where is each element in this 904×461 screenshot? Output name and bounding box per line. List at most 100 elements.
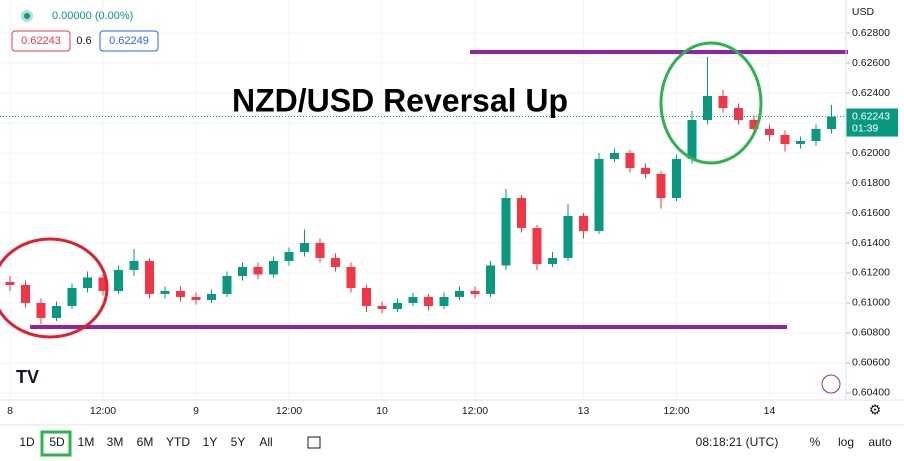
candle-body <box>517 197 526 228</box>
x-tick-label: 12:00 <box>462 405 488 417</box>
candle-body <box>222 275 232 294</box>
highlight-circle <box>0 237 109 339</box>
candle-body <box>532 227 542 264</box>
candle-body <box>331 257 340 267</box>
price-tag-label: 0.62243 <box>852 110 890 122</box>
range-button[interactable]: All <box>259 435 272 449</box>
bid[interactable]: 0.62243 <box>21 35 61 47</box>
log-toggle[interactable]: log <box>838 435 854 449</box>
range-button[interactable]: YTD <box>166 435 190 449</box>
percent-toggle[interactable]: % <box>810 435 821 449</box>
candle-body <box>594 158 604 231</box>
range-button[interactable]: 5Y <box>231 435 246 449</box>
candle-body <box>362 287 371 306</box>
candle-body <box>827 116 836 129</box>
candle-body <box>656 173 666 198</box>
clock: 08:18:21 (UTC) <box>696 435 779 449</box>
countdown: 01:39 <box>852 122 878 134</box>
candle-body <box>424 296 433 306</box>
candle-body <box>21 284 30 303</box>
range-button[interactable]: 5D <box>49 435 65 449</box>
settings-icon[interactable]: ⚙ <box>869 402 882 418</box>
candle-body <box>346 266 356 288</box>
candle-body <box>176 290 185 297</box>
candle-body <box>579 215 588 231</box>
compare-icon[interactable] <box>307 436 321 449</box>
candle-body <box>160 290 170 294</box>
x-tick-label: 9 <box>193 405 199 417</box>
candle-body <box>641 167 650 174</box>
y-tick-label: 0.60600 <box>852 357 890 369</box>
y-tick-label: 0.61800 <box>852 177 890 189</box>
alert-icon[interactable] <box>821 374 841 394</box>
candle-body <box>408 296 418 303</box>
y-tick-label: 0.61400 <box>852 237 890 249</box>
price-tag <box>846 108 898 137</box>
range-button[interactable]: 1M <box>78 435 95 449</box>
candle-body <box>52 305 61 318</box>
candle-body <box>734 107 743 120</box>
y-tick-label: 0.61200 <box>852 267 890 279</box>
logo: TV <box>16 367 39 387</box>
candle-body <box>470 290 480 294</box>
candle-body <box>672 158 681 198</box>
ask-box[interactable] <box>99 30 159 52</box>
candle-body <box>377 305 387 309</box>
range-button[interactable]: 3M <box>107 435 124 449</box>
candle-body <box>98 277 108 291</box>
x-tick-label: 12:00 <box>276 405 302 417</box>
candle-body <box>238 266 247 276</box>
y-tick-label: 0.62800 <box>852 27 890 39</box>
candle-body <box>315 242 325 258</box>
candle-body <box>765 128 774 135</box>
range-button[interactable]: 6M <box>137 435 154 449</box>
spread: 0.6 <box>76 35 91 47</box>
candle-body <box>455 290 464 297</box>
chart-title: NZD/USD Reversal Up <box>232 82 568 118</box>
candle-body <box>718 95 728 108</box>
y-tick-label: 0.62400 <box>852 87 890 99</box>
candle-body <box>83 277 92 288</box>
y-tick-label: 0.60800 <box>852 327 890 339</box>
change: 0.00000 (0.00%) <box>52 10 133 22</box>
highlight-circle <box>659 41 763 165</box>
status-dot <box>24 13 30 19</box>
selected-range <box>40 430 72 457</box>
candle-body <box>145 260 154 294</box>
candle-body <box>253 266 263 275</box>
x-tick-label: 12:00 <box>663 405 689 417</box>
ask[interactable]: 0.62249 <box>109 35 149 47</box>
candle-body <box>439 296 449 306</box>
candle-body <box>129 260 139 270</box>
candle-body <box>749 119 759 129</box>
x-tick-label: 8 <box>7 405 13 417</box>
candle-body <box>563 215 573 258</box>
y-tick-label: 0.61000 <box>852 297 890 309</box>
x-tick-label: 10 <box>376 405 388 417</box>
candle-body <box>207 293 216 300</box>
candle-body <box>811 128 821 141</box>
candle-body <box>610 152 619 159</box>
candle-body <box>780 134 790 144</box>
x-tick-label: 12:00 <box>90 405 116 417</box>
y-tick-label: 0.60400 <box>852 387 890 399</box>
currency[interactable]: USD <box>852 6 875 18</box>
y-tick-label: 0.61600 <box>852 207 890 219</box>
bid-box[interactable] <box>11 30 71 52</box>
range-button[interactable]: 1D <box>19 435 35 449</box>
candle-body <box>548 257 557 264</box>
candle-body <box>687 119 697 159</box>
x-tick-label: 13 <box>578 405 590 417</box>
candle-body <box>114 269 123 291</box>
candle-body <box>625 152 635 168</box>
auto-toggle[interactable]: auto <box>868 435 892 449</box>
candle-body <box>284 251 294 261</box>
candle-body <box>191 296 201 300</box>
candle-body <box>67 287 77 306</box>
y-tick-label: 0.62000 <box>852 147 890 159</box>
candle-body <box>36 302 46 318</box>
range-button[interactable]: 1Y <box>203 435 218 449</box>
candle-body <box>300 242 309 252</box>
